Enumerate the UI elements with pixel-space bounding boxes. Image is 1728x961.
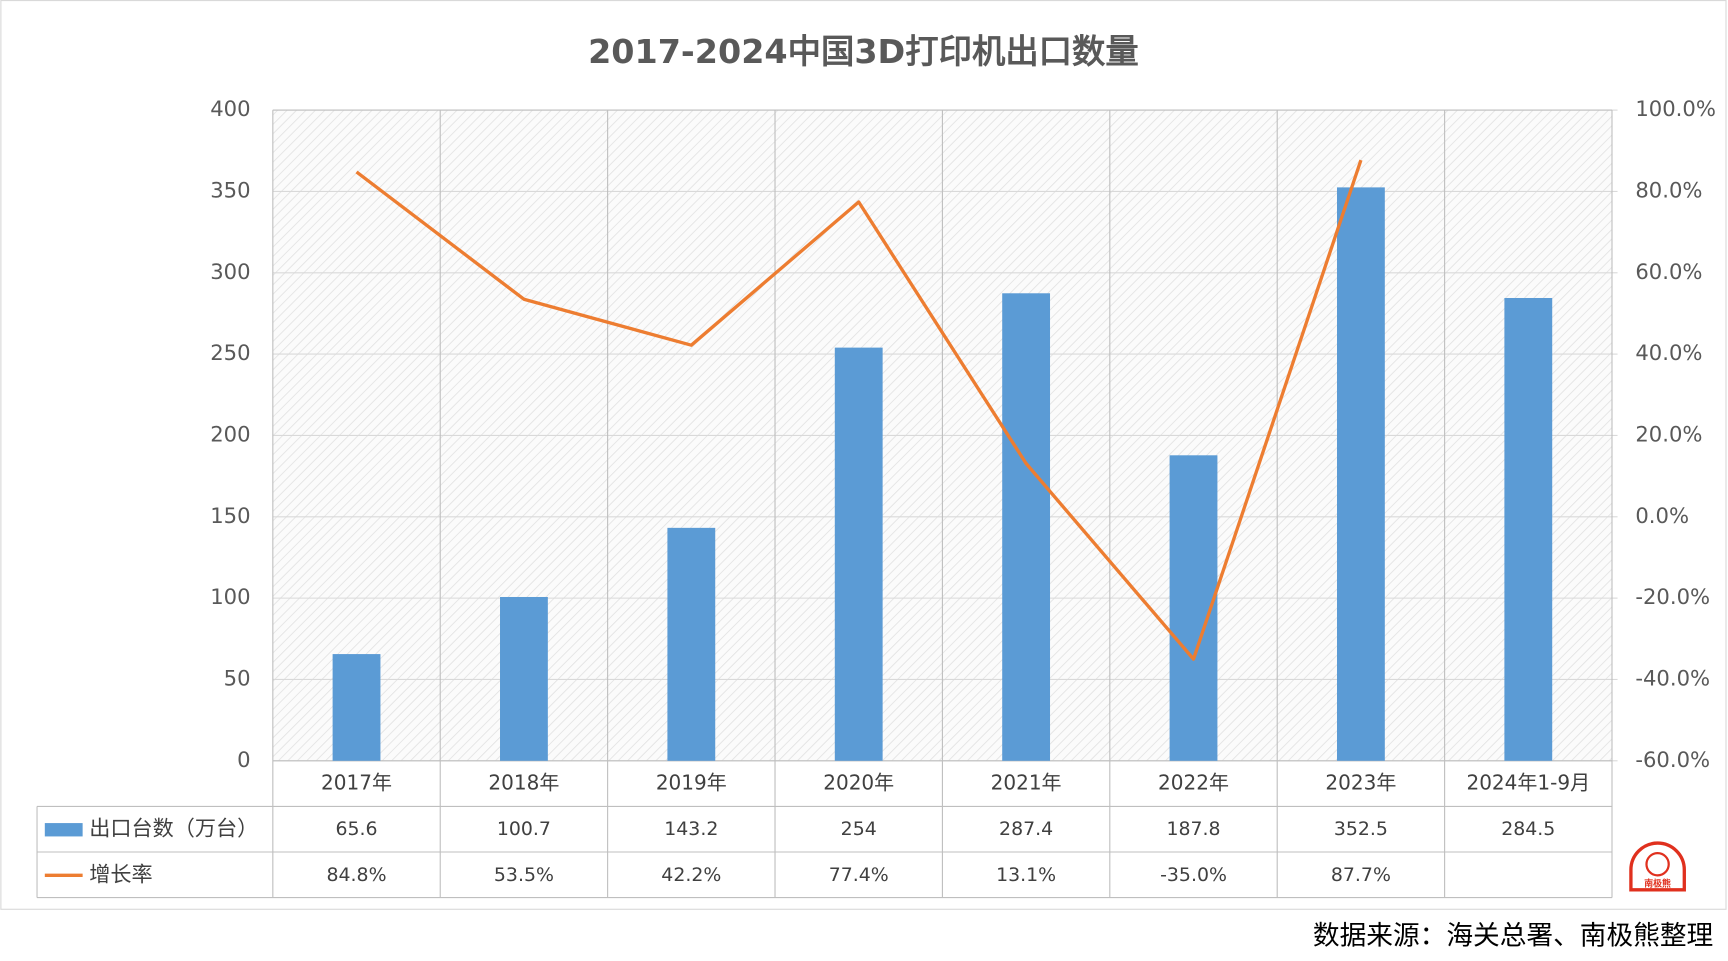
y2-tick-label: 40.0% bbox=[1635, 340, 1702, 365]
y-tick-label: 300 bbox=[210, 259, 250, 284]
table-value: 53.5% bbox=[494, 864, 554, 886]
y2-tick-label: 60.0% bbox=[1635, 259, 1702, 284]
y2-tick-label: -20.0% bbox=[1635, 584, 1710, 609]
table-value: 187.8 bbox=[1166, 818, 1220, 840]
bar bbox=[332, 654, 381, 761]
logo: 南极熊 bbox=[1629, 841, 1686, 892]
bar bbox=[1002, 293, 1051, 761]
legend-label: 出口台数（万台） bbox=[89, 816, 258, 841]
legend-swatch bbox=[44, 823, 83, 837]
x-tick-label: 2022年 bbox=[1158, 771, 1229, 795]
y-tick-label: 100 bbox=[210, 584, 250, 609]
y-tick-label: 0 bbox=[237, 747, 250, 772]
bar bbox=[500, 596, 548, 761]
y-tick-label: 200 bbox=[210, 421, 250, 446]
table-value: 65.6 bbox=[335, 818, 377, 840]
x-tick-label: 2018年 bbox=[488, 771, 559, 795]
y-tick-label: 150 bbox=[210, 503, 250, 528]
y2-tick-label: 0.0% bbox=[1635, 503, 1689, 528]
table-value: 100.7 bbox=[497, 818, 551, 840]
table-value: 77.4% bbox=[829, 864, 889, 886]
x-tick-label: 2021年 bbox=[991, 771, 1062, 795]
logo-icon bbox=[1645, 851, 1670, 877]
legend-label: 增长率 bbox=[89, 861, 152, 886]
chart-title: 2017-2024中国3D打印机出口数量 bbox=[588, 32, 1139, 71]
table-value: 87.7% bbox=[1331, 864, 1391, 886]
y-tick-label: 250 bbox=[210, 340, 250, 365]
y-tick-label: 400 bbox=[210, 96, 250, 121]
source-note: 数据来源：海关总署、南极熊整理 bbox=[1313, 921, 1713, 952]
logo-text: 南极熊 bbox=[1644, 878, 1671, 890]
table-value: 352.5 bbox=[1334, 818, 1388, 840]
y2-tick-label: -40.0% bbox=[1635, 665, 1710, 690]
bar bbox=[834, 347, 883, 761]
x-tick-label: 2023年 bbox=[1325, 771, 1396, 795]
line bbox=[355, 159, 1363, 661]
y-tick-label: 50 bbox=[224, 665, 251, 690]
bar bbox=[1504, 297, 1553, 761]
y2-tick-label: 100.0% bbox=[1635, 96, 1716, 121]
table-value: 84.8% bbox=[327, 864, 387, 886]
table-value: 287.4 bbox=[999, 818, 1053, 840]
y2-tick-label: 20.0% bbox=[1635, 421, 1702, 446]
y-tick-label: 350 bbox=[210, 177, 250, 202]
table-value: 42.2% bbox=[661, 864, 721, 886]
x-tick-label: 2019年 bbox=[656, 771, 727, 795]
table-value: 254 bbox=[841, 818, 877, 840]
bar bbox=[1336, 187, 1385, 761]
x-tick-label: 2020年 bbox=[823, 771, 894, 795]
y2-tick-label: 80.0% bbox=[1635, 177, 1702, 202]
x-tick-label: 2024年1-9月 bbox=[1466, 771, 1590, 795]
table-value: 143.2 bbox=[664, 818, 718, 840]
logo-shape bbox=[1629, 841, 1686, 892]
table-value: -35.0% bbox=[1160, 864, 1227, 886]
y2-tick-label: -60.0% bbox=[1635, 747, 1710, 772]
table-value: 284.5 bbox=[1501, 818, 1555, 840]
table-value: 13.1% bbox=[996, 864, 1056, 886]
x-tick-label: 2017年 bbox=[321, 771, 392, 795]
bar bbox=[667, 527, 716, 761]
